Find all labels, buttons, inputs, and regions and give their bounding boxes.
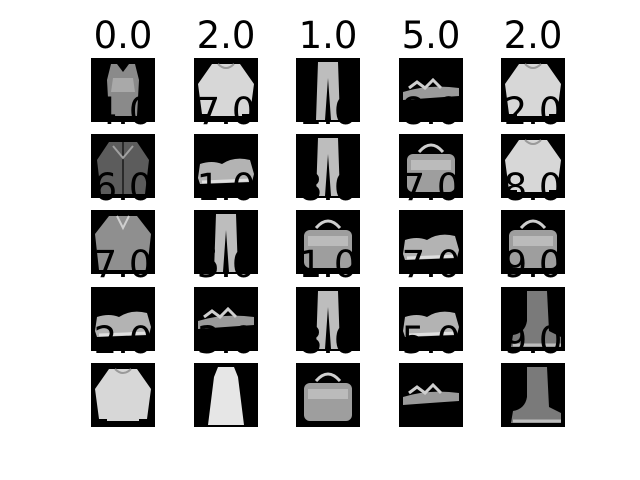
thumbnail-1-4 <box>399 58 463 122</box>
sneaker-image <box>399 287 463 351</box>
label-1-2: 2.0 <box>196 14 256 57</box>
sandal-image <box>194 287 258 351</box>
thumbnail-4-3 <box>296 287 360 351</box>
label-4-4: 7.0 <box>401 243 461 286</box>
pullover-image <box>501 58 565 122</box>
sneaker-image <box>91 287 155 351</box>
thumbnail-5-5 <box>501 363 565 427</box>
pullover-image <box>501 134 565 198</box>
label-3-2: 1.0 <box>196 166 256 209</box>
bag-image <box>501 210 565 274</box>
thumbnail-4-1 <box>91 287 155 351</box>
label-2-4: 8.0 <box>401 90 461 133</box>
label-3-3: 8.0 <box>298 166 358 209</box>
label-2-2: 7.0 <box>196 90 256 133</box>
label-3-1: 6.0 <box>93 166 153 209</box>
thumbnail-2-1 <box>91 134 155 198</box>
thumbnail-4-4 <box>399 287 463 351</box>
sandal-image <box>399 58 463 122</box>
sandal-image <box>399 363 463 427</box>
label-1-4: 5.0 <box>401 14 461 57</box>
label-1-5: 2.0 <box>503 14 563 57</box>
label-3-4: 7.0 <box>401 166 461 209</box>
label-2-3: 1.0 <box>298 90 358 133</box>
label-5-3: 8.0 <box>298 319 358 362</box>
tank-top-image <box>91 58 155 122</box>
label-5-5: 9.0 <box>503 319 563 362</box>
thumbnail-1-3 <box>296 58 360 122</box>
thumbnail-1-2 <box>194 58 258 122</box>
thumbnail-4-2 <box>194 287 258 351</box>
thumbnail-2-2 <box>194 134 258 198</box>
label-4-2: 5.0 <box>196 243 256 286</box>
pullover-image <box>91 363 155 427</box>
thumbnail-1-1 <box>91 58 155 122</box>
thumbnail-5-2 <box>194 363 258 427</box>
thumbnail-2-5 <box>501 134 565 198</box>
label-4-3: 1.0 <box>298 243 358 286</box>
trouser-image <box>194 210 258 274</box>
trouser-image <box>296 134 360 198</box>
thumbnail-5-4 <box>399 363 463 427</box>
sneaker-image <box>194 134 258 198</box>
thumbnail-3-5 <box>501 210 565 274</box>
thumbnail-2-4 <box>399 134 463 198</box>
thumbnail-3-2 <box>194 210 258 274</box>
label-5-4: 5.0 <box>401 319 461 362</box>
pullover-image <box>194 58 258 122</box>
label-4-5: 9.0 <box>503 243 563 286</box>
dress-image <box>194 363 258 427</box>
thumbnail-5-3 <box>296 363 360 427</box>
thumbnail-5-1 <box>91 363 155 427</box>
label-3-5: 8.0 <box>503 166 563 209</box>
label-4-1: 7.0 <box>93 243 153 286</box>
label-2-5: 2.0 <box>503 90 563 133</box>
trouser-image <box>296 58 360 122</box>
shirt-image <box>91 210 155 274</box>
sneaker-image <box>399 210 463 274</box>
coat-image <box>91 134 155 198</box>
thumbnail-3-3 <box>296 210 360 274</box>
bag-image <box>296 210 360 274</box>
label-1-1: 0.0 <box>93 14 153 57</box>
bag-image <box>399 134 463 198</box>
thumbnail-4-5 <box>501 287 565 351</box>
ankle-boot-image <box>501 363 565 427</box>
label-1-3: 1.0 <box>298 14 358 57</box>
label-5-1: 2.0 <box>93 319 153 362</box>
label-2-1: 4.0 <box>93 90 153 133</box>
label-5-2: 3.0 <box>196 319 256 362</box>
bag-image <box>296 363 360 427</box>
thumbnail-3-4 <box>399 210 463 274</box>
thumbnail-2-3 <box>296 134 360 198</box>
thumbnail-3-1 <box>91 210 155 274</box>
thumbnail-1-5 <box>501 58 565 122</box>
ankle-boot-image <box>501 287 565 351</box>
trouser-image <box>296 287 360 351</box>
